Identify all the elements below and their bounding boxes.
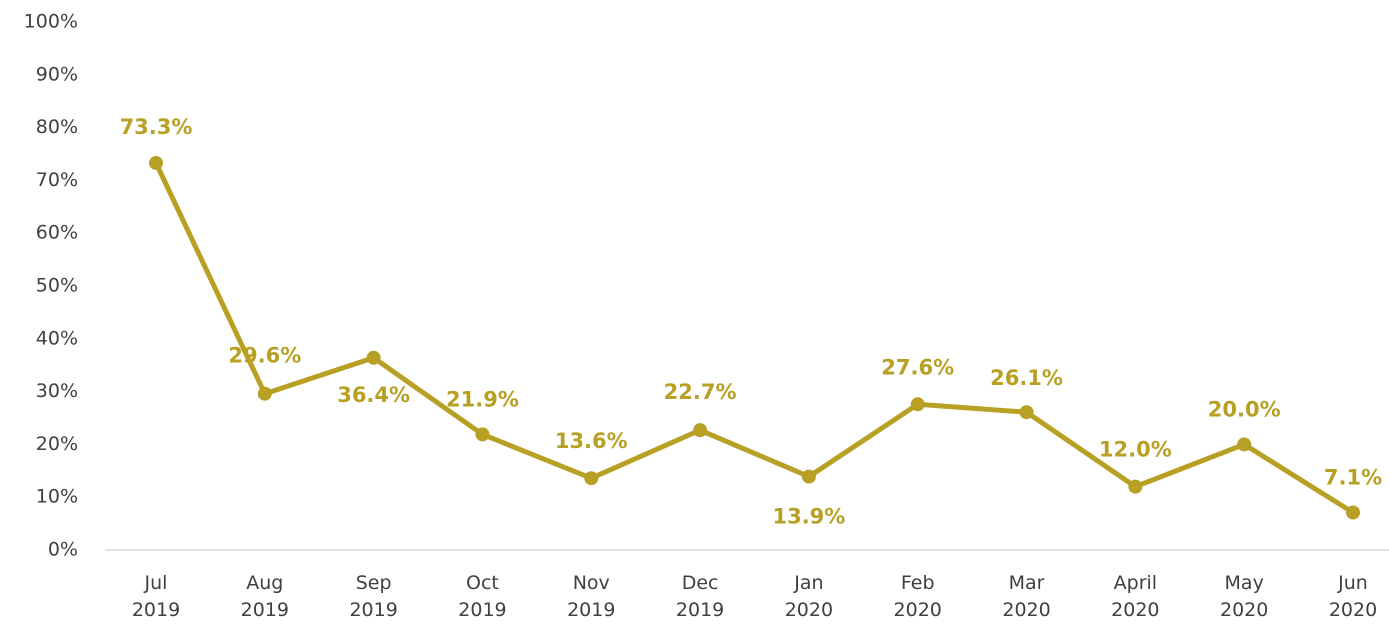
data-label: 27.6% <box>881 355 954 379</box>
x-tick-label-line: 2019 <box>241 599 289 621</box>
data-label: 73.3% <box>120 115 193 139</box>
data-label: 7.1% <box>1324 466 1382 490</box>
data-label: 22.7% <box>664 380 737 404</box>
data-label: 20.0% <box>1208 397 1281 421</box>
marker <box>801 469 816 484</box>
data-label: 12.0% <box>1099 438 1172 462</box>
x-tick-label: Jun 2020 <box>1329 572 1377 621</box>
x-tick-label-line: Jun <box>1337 572 1368 594</box>
x-tick-label: Aug 2019 <box>241 572 289 621</box>
x-tick-label: Sep 2019 <box>349 572 397 621</box>
marker <box>1128 479 1143 494</box>
x-tick-label-line: 2019 <box>132 599 180 621</box>
data-label: 36.4% <box>337 383 410 407</box>
x-tick-label-line: Oct <box>466 572 499 594</box>
x-tick-label-line: 2019 <box>458 599 506 621</box>
x-tick-label: Dec 2019 <box>676 572 724 621</box>
marker <box>910 397 925 412</box>
x-tick-label-line: Nov <box>573 572 610 594</box>
y-tick-label: 20% <box>36 433 78 455</box>
x-tick-label: May 2020 <box>1220 572 1268 621</box>
x-tick-label: Feb 2020 <box>894 572 942 621</box>
x-tick-label-line: May <box>1225 572 1264 594</box>
x-tick-label-line: Jul <box>144 572 168 594</box>
x-tick-label-line: Mar <box>1009 572 1045 594</box>
x-tick-label-line: 2020 <box>1329 599 1377 621</box>
line <box>153 161 1355 515</box>
x-tick-label-line: 2020 <box>1002 599 1050 621</box>
data-label: 29.6% <box>228 344 301 368</box>
x-tick-label-line: 2019 <box>349 599 397 621</box>
marker <box>584 471 599 486</box>
marker <box>1346 505 1360 520</box>
x-tick-label-line: 2020 <box>1111 599 1159 621</box>
y-tick-label: 0% <box>48 539 78 561</box>
x-tick-label-line: Jan <box>793 572 823 594</box>
marker <box>149 155 163 170</box>
marker <box>1237 437 1252 452</box>
x-tick-label-line: 2020 <box>785 599 833 621</box>
x-tick-label: Nov 2019 <box>567 572 615 621</box>
marker <box>1019 405 1034 420</box>
x-tick-label-line: Dec <box>682 572 719 594</box>
x-tick-label-line: 2019 <box>567 599 615 621</box>
y-tick-label: 40% <box>36 327 78 349</box>
data-label: 13.9% <box>772 505 845 529</box>
x-tick-label-line: Aug <box>246 572 283 594</box>
x-tick-label-line: April <box>1114 572 1157 594</box>
y-tick-label: 30% <box>36 380 78 402</box>
marker <box>366 350 381 365</box>
x-tick-label-line: Sep <box>356 572 392 594</box>
x-tick-label-line: Feb <box>901 572 935 594</box>
data-label: 13.6% <box>555 429 628 453</box>
y-tick-label: 70% <box>36 169 78 191</box>
y-tick-label: 10% <box>36 486 78 508</box>
data-label: 21.9% <box>446 387 519 411</box>
y-tick-label: 90% <box>36 63 78 85</box>
marker <box>257 386 272 401</box>
y-tick-label: 50% <box>36 275 78 297</box>
y-tick-label: 80% <box>36 116 78 138</box>
y-tick-label: 60% <box>36 222 78 244</box>
x-tick-label: Jan 2020 <box>785 572 833 621</box>
x-tick-label: Mar 2020 <box>1002 572 1050 621</box>
marker <box>475 427 490 442</box>
data-label: 26.1% <box>990 366 1063 390</box>
y-tick-label: 100% <box>24 11 78 33</box>
x-tick-label: April 2020 <box>1111 572 1159 621</box>
x-tick-label: Jul 2019 <box>132 572 180 621</box>
x-tick-label-line: 2019 <box>676 599 724 621</box>
x-tick-label: Oct 2019 <box>458 572 506 621</box>
x-tick-label-line: 2020 <box>894 599 942 621</box>
x-tick-label-line: 2020 <box>1220 599 1268 621</box>
marker <box>693 423 708 438</box>
